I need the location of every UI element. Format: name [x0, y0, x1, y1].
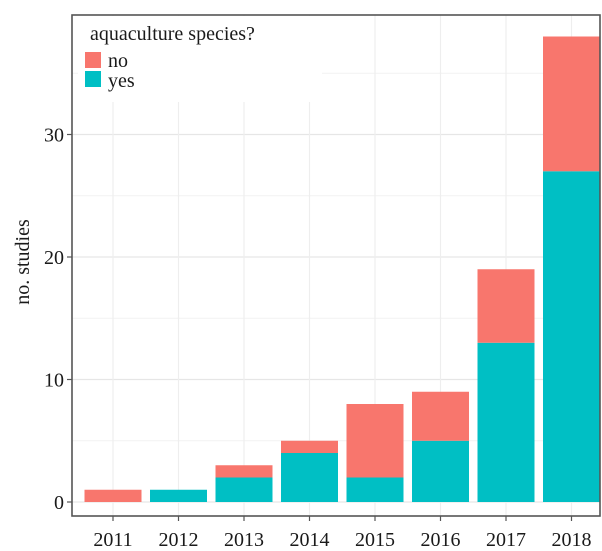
x-tick-label: 2014 [290, 529, 330, 551]
legend: aquaculture species? no yes [78, 16, 322, 102]
x-tick-label: 2013 [224, 529, 264, 551]
legend-key-no [85, 52, 101, 68]
x-tick-label: 2016 [421, 529, 461, 551]
legend-key-yes [85, 71, 101, 87]
x-tick-label: 2011 [93, 529, 132, 551]
y-tick-label: 30 [44, 125, 64, 147]
bar-no-2017 [478, 269, 535, 343]
x-tick-label: 2012 [159, 529, 199, 551]
x-tick-label: 2015 [355, 529, 395, 551]
bar-yes-2017 [478, 343, 535, 502]
bar-no-2016 [412, 392, 469, 441]
x-tick-label: 2018 [552, 529, 592, 551]
bar-no-2014 [281, 441, 338, 453]
bar-yes-2014 [281, 453, 338, 502]
legend-label-yes: yes [108, 70, 135, 92]
bar-yes-2016 [412, 441, 469, 502]
legend-label-no: no [108, 50, 128, 72]
y-tick-label: 10 [44, 370, 64, 392]
bar-no-2018 [543, 37, 600, 172]
bar-yes-2013 [216, 478, 273, 503]
legend-title: aquaculture species? [90, 23, 255, 45]
bar-yes-2015 [347, 478, 404, 503]
y-tick-label: 20 [44, 247, 64, 269]
bar-no-2011 [85, 490, 142, 502]
bar-yes-2012 [150, 490, 207, 502]
bar-no-2015 [347, 404, 404, 478]
y-axis-title: no. studies [12, 219, 34, 305]
bar-yes-2018 [543, 171, 600, 502]
bar-no-2013 [216, 465, 273, 477]
y-tick-label: 0 [54, 492, 64, 514]
x-tick-label: 2017 [486, 529, 526, 551]
